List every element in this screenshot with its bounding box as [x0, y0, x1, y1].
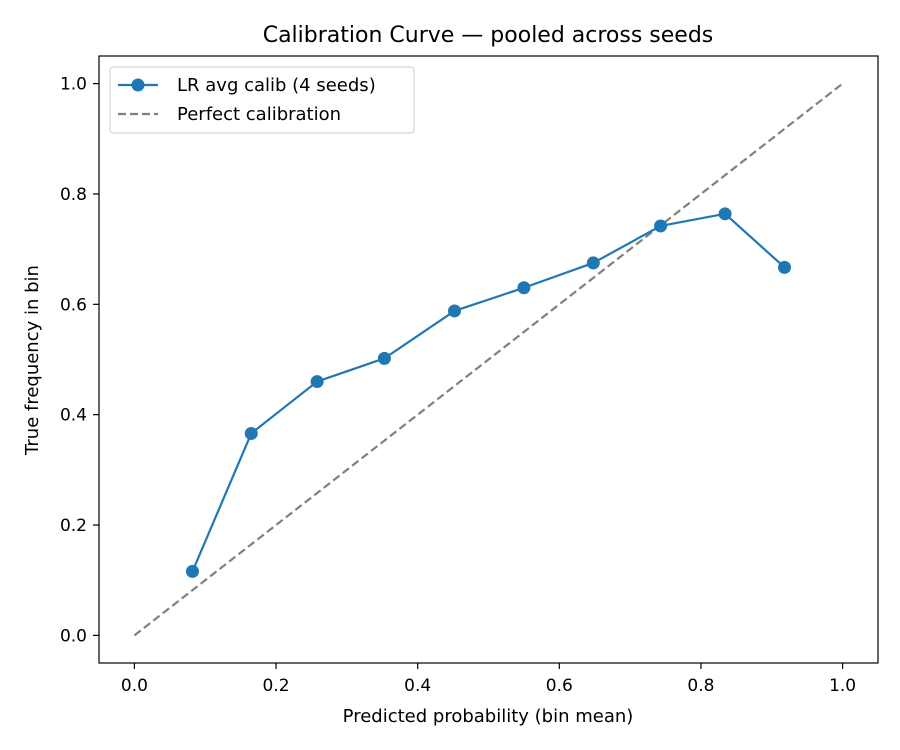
y-tick-label: 0.8 [60, 185, 87, 205]
x-tick-label: 0.6 [546, 676, 573, 696]
calibration-point [718, 207, 732, 221]
y-tick-label: 0.0 [60, 626, 87, 646]
plot-frame [98, 55, 879, 664]
calibration-point [517, 281, 531, 295]
x-tick-label: 0.0 [121, 676, 148, 696]
legend-marker-lr [131, 78, 145, 92]
plot-area: 0.0 0.2 0.4 0.6 0.8 1.0 0.0 0.2 0.4 0.6 0.8 1.0 [60, 55, 879, 696]
x-tick-label: 0.8 [687, 676, 714, 696]
y-tick-label: 0.6 [60, 295, 87, 315]
x-tick-label: 0.4 [404, 676, 431, 696]
legend-box [109, 66, 415, 134]
x-tick-label: 0.2 [263, 676, 290, 696]
legend: LR avg calib (4 seeds) Perfect calibratio… [109, 66, 415, 134]
legend-label-perfect: Perfect calibration [177, 104, 341, 125]
y-tick-label: 0.4 [60, 406, 87, 426]
calibration-point [377, 351, 391, 365]
calibration-point [310, 375, 324, 389]
chart-title: Calibration Curve — pooled across seeds [263, 23, 714, 48]
y-tick-label: 1.0 [60, 75, 87, 95]
y-axis-label: True frequency in bin [22, 265, 43, 456]
calibration-point [185, 564, 199, 578]
calibration-point [448, 304, 462, 318]
y-tick-label: 0.2 [60, 516, 87, 536]
x-axis-label: Predicted probability (bin mean) [343, 706, 634, 727]
calibration-point [778, 260, 792, 274]
calibration-point [654, 219, 668, 233]
calibration-point [586, 256, 600, 270]
calibration-series-line [191, 212, 786, 572]
calibration-point [244, 426, 258, 440]
x-tick-label: 1.0 [829, 676, 856, 696]
perfect-calibration-line [133, 82, 844, 637]
legend-label-lr: LR avg calib (4 seeds) [177, 75, 376, 96]
